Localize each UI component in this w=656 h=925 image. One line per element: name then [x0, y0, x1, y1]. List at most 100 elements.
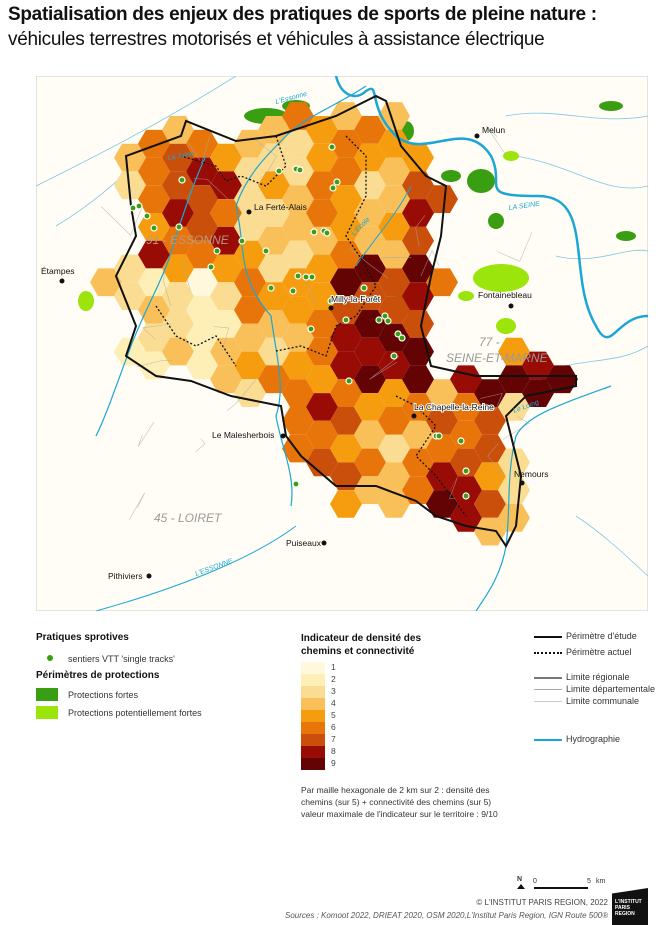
- vtt-track-dot: [267, 284, 275, 292]
- map-subtitle: véhicules terrestres motorisés et véhicu…: [8, 29, 545, 50]
- hex-cell: [210, 282, 242, 310]
- vtt-track-dot: [384, 317, 392, 325]
- river-essonne: [235, 85, 367, 507]
- hex-cell: [90, 268, 122, 297]
- vtt-track-dot: [143, 212, 151, 220]
- vtt-track-dot: [375, 316, 383, 324]
- legend-hydrographie: Hydrographie: [566, 734, 621, 744]
- scale-unit: km: [596, 878, 606, 885]
- hex-cell: [138, 157, 170, 186]
- hex-cell: [258, 199, 290, 227]
- ramp-class-7: 7: [301, 734, 336, 746]
- protected-area: [458, 291, 474, 301]
- vtt-track-dot: [308, 273, 316, 281]
- hex-cell: [138, 296, 170, 324]
- swatch-protections-fortes: [36, 688, 58, 701]
- hex-cell: [306, 365, 338, 394]
- towns: Melun La Ferté-Alais Étampes Fontaineble…: [41, 125, 548, 581]
- vtt-track-dot: [307, 325, 315, 333]
- hex-cell: [234, 129, 266, 158]
- hex-cell: [306, 393, 338, 421]
- hex-cell: [210, 337, 242, 366]
- vtt-track-dot: [329, 184, 337, 192]
- ramp-class-3: 3: [301, 686, 336, 698]
- protected-area: [599, 101, 623, 111]
- vtt-track-dot: [207, 263, 215, 271]
- hex-cell: [426, 185, 458, 213]
- river-essonne-south: [95, 525, 297, 611]
- commune-boundary: [379, 257, 412, 261]
- vtt-track-dot: [323, 229, 331, 237]
- hex-cell: [186, 240, 218, 269]
- hex-cell: [234, 351, 266, 380]
- hex-cell: [450, 448, 482, 477]
- protected-area: [467, 169, 495, 193]
- commune-boundary: [101, 205, 144, 236]
- hex-cell: [498, 448, 530, 477]
- vtt-track-dot: [238, 237, 246, 245]
- hex-cell: [210, 171, 242, 200]
- note-line: chemins (sur 5) + connectivité des chemi…: [301, 797, 492, 807]
- ramp-label: 8: [331, 746, 336, 756]
- hex-cell: [210, 254, 242, 283]
- ramp-class-2: 2: [301, 674, 336, 686]
- hex-cell: [282, 213, 314, 241]
- indicator-ramp: 1 2 3 4 5 6 7 8 9: [301, 662, 336, 770]
- line-perimetre-actuel: [534, 652, 562, 654]
- hex-cell: [138, 351, 170, 380]
- line-limite-regionale: [534, 677, 562, 679]
- commune-boundary: [185, 259, 191, 292]
- protected-area: [616, 231, 636, 241]
- ramp-label: 7: [331, 734, 336, 744]
- dept-essonne: 91 - ESSONNE: [146, 233, 230, 247]
- ramp-label: 6: [331, 722, 336, 732]
- town-milly: Milly-la-Forêt: [331, 294, 381, 304]
- ramp-label: 2: [331, 674, 336, 684]
- hex-cell: [378, 157, 410, 186]
- hex-cell: [378, 268, 410, 297]
- hex-cell: [426, 268, 458, 297]
- hex-cell: [282, 185, 314, 213]
- hex-cell: [114, 337, 146, 366]
- hex-cell: [546, 365, 578, 394]
- scale-zero: 0: [533, 878, 537, 885]
- ramp-class-4: 4: [301, 698, 336, 710]
- vtt-track-dot: [302, 273, 310, 281]
- hex-cell: [402, 254, 434, 283]
- hex-cell: [210, 143, 242, 172]
- hex-cell: [186, 185, 218, 213]
- hex-cell: [234, 323, 266, 352]
- hex-cell: [282, 323, 314, 352]
- hex-cell: [450, 504, 482, 532]
- commune-boundary: [369, 355, 400, 380]
- map[interactable]: Melun La Ferté-Alais Étampes Fontaineble…: [36, 76, 648, 611]
- legend-indicator-title: Indicateur de densité des chemins et con…: [301, 633, 422, 657]
- hex-cell: [402, 393, 434, 421]
- note-line: Par maille hexagonale de 2 km sur 2 : de…: [301, 785, 490, 795]
- ramp-label: 3: [331, 686, 336, 696]
- hex-cell: [354, 199, 386, 227]
- hex-cell: [330, 351, 362, 380]
- legend-perimetre-actuel: Périmètre actuel: [566, 647, 632, 657]
- hex-cell: [474, 379, 506, 407]
- river-juine: [95, 155, 207, 437]
- hex-cell: [378, 323, 410, 352]
- vtt-track-dot: [175, 223, 183, 231]
- ramp-label: 5: [331, 710, 336, 720]
- hex-cell: [402, 476, 434, 504]
- vtt-track-dot: [342, 316, 350, 324]
- vtt-track-dot: [333, 178, 341, 186]
- label-juine: La Juine: [167, 150, 194, 162]
- note-line: valeur maximale de l'indicateur sur le t…: [301, 809, 498, 819]
- hex-cell: [378, 213, 410, 241]
- hex-cell: [378, 462, 410, 491]
- hex-cell: [234, 157, 266, 186]
- vtt-track-dot: [457, 437, 465, 445]
- hex-cell: [306, 448, 338, 477]
- vtt-track-dot: [262, 247, 270, 255]
- legend-protections-potentielles: Protections potentiellement fortes: [68, 708, 202, 718]
- vtt-single-tracks: [129, 143, 470, 500]
- vtt-track-dot: [462, 467, 470, 475]
- dept-seine-et-marne-2: SEINE-ET-MARNE: [446, 351, 549, 365]
- commune-boundary: [415, 215, 426, 247]
